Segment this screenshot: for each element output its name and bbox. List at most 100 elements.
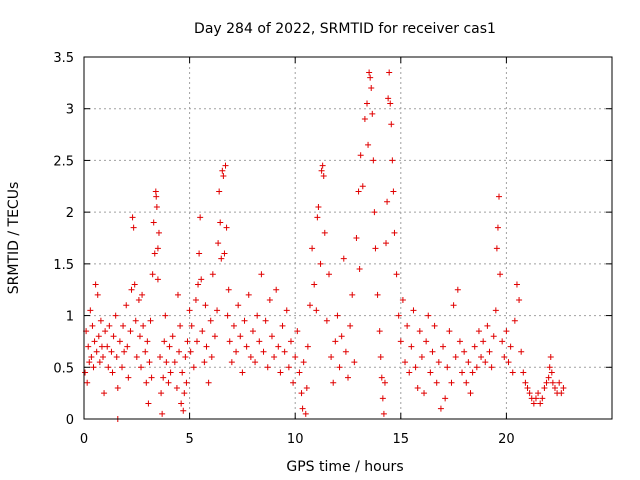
data-point-marker: [88, 353, 95, 360]
data-point-marker: [249, 328, 256, 335]
data-point-marker: [92, 281, 99, 288]
data-point-marker: [507, 343, 514, 350]
data-point-marker: [319, 162, 326, 169]
data-point-marker: [548, 369, 555, 376]
data-point-marker: [475, 328, 482, 335]
data-point-marker: [179, 369, 186, 376]
data-point-marker: [237, 333, 244, 340]
data-point-marker: [484, 322, 491, 329]
data-point-marker: [465, 359, 472, 366]
data-point-marker: [112, 312, 119, 319]
data-point-marker: [473, 364, 480, 371]
data-point-marker: [355, 188, 362, 195]
data-point-marker: [258, 271, 265, 278]
data-point-marker: [524, 384, 531, 391]
data-point-marker: [130, 224, 137, 231]
data-point-marker: [174, 291, 181, 298]
data-point-marker: [256, 338, 263, 345]
data-point-marker: [281, 348, 288, 355]
data-point-marker: [153, 193, 160, 200]
data-point-marker: [294, 328, 301, 335]
data-point-marker: [467, 390, 474, 397]
data-point-marker: [241, 317, 248, 324]
y-tick-label: 2: [66, 206, 74, 221]
data-point-marker: [452, 353, 459, 360]
data-point-marker: [262, 317, 269, 324]
data-point-marker: [431, 322, 438, 329]
data-point-marker: [84, 379, 91, 386]
data-point-marker: [235, 302, 242, 309]
data-point-marker: [513, 281, 520, 288]
data-point-marker: [129, 214, 136, 221]
data-point-marker: [279, 322, 286, 329]
data-point-marker: [522, 379, 529, 386]
data-point-marker: [379, 395, 386, 402]
data-point-marker: [121, 348, 128, 355]
data-point-marker: [219, 167, 226, 174]
data-point-marker: [230, 322, 237, 329]
data-point-marker: [416, 328, 423, 335]
data-point-marker: [290, 379, 297, 386]
data-point-marker: [102, 328, 109, 335]
data-point-marker: [131, 281, 138, 288]
data-point-marker: [380, 410, 387, 417]
data-point-marker: [389, 157, 396, 164]
data-point-marker: [209, 271, 216, 278]
data-point-marker: [463, 379, 470, 386]
data-point-marker: [402, 359, 409, 366]
data-point-marker: [359, 183, 366, 190]
data-point-marker: [549, 379, 556, 386]
data-point-marker: [160, 374, 167, 381]
data-point-marker: [539, 395, 546, 402]
data-point-marker: [157, 353, 164, 360]
data-point-marker: [300, 359, 307, 366]
data-point-marker: [91, 338, 98, 345]
x-tick-label: 5: [185, 432, 193, 447]
data-point-marker: [459, 369, 466, 376]
data-point-marker: [252, 359, 259, 366]
data-point-marker: [520, 369, 527, 376]
data-point-marker: [104, 343, 111, 350]
y-tick-label: 1.5: [53, 258, 74, 273]
data-point-marker: [201, 359, 208, 366]
data-point-marker: [366, 69, 373, 76]
data-point-marker: [181, 390, 188, 397]
data-point-marker: [124, 343, 131, 350]
data-point-marker: [138, 364, 145, 371]
data-point-marker: [220, 172, 227, 179]
data-point-marker: [471, 343, 478, 350]
data-point-marker: [158, 390, 165, 397]
data-point-marker: [482, 359, 489, 366]
data-point-marker: [266, 297, 273, 304]
data-point-marker: [367, 74, 374, 81]
data-point-marker: [207, 317, 214, 324]
data-point-marker: [558, 390, 565, 397]
data-point-marker: [260, 348, 267, 355]
data-point-marker: [163, 359, 170, 366]
data-point-marker: [239, 369, 246, 376]
data-point-marker: [161, 338, 168, 345]
data-point-marker: [336, 364, 343, 371]
data-point-marker: [192, 297, 199, 304]
data-point-marker: [511, 317, 518, 324]
data-point-marker: [150, 219, 157, 226]
data-point-marker: [285, 364, 292, 371]
data-point-marker: [140, 322, 147, 329]
data-point-marker: [456, 338, 463, 345]
data-point-marker: [155, 229, 162, 236]
data-point-marker: [101, 390, 108, 397]
data-point-marker: [273, 286, 280, 293]
data-point-marker: [119, 364, 126, 371]
data-point-marker: [109, 369, 116, 376]
data-point-marker: [435, 359, 442, 366]
data-point-marker: [136, 333, 143, 340]
data-point-marker: [110, 333, 117, 340]
data-point-marker: [268, 333, 275, 340]
data-point-marker: [361, 116, 368, 123]
data-point-marker: [381, 379, 388, 386]
data-point-marker: [461, 348, 468, 355]
data-point-marker: [203, 343, 210, 350]
data-point-marker: [318, 167, 325, 174]
data-point-marker: [195, 281, 202, 288]
